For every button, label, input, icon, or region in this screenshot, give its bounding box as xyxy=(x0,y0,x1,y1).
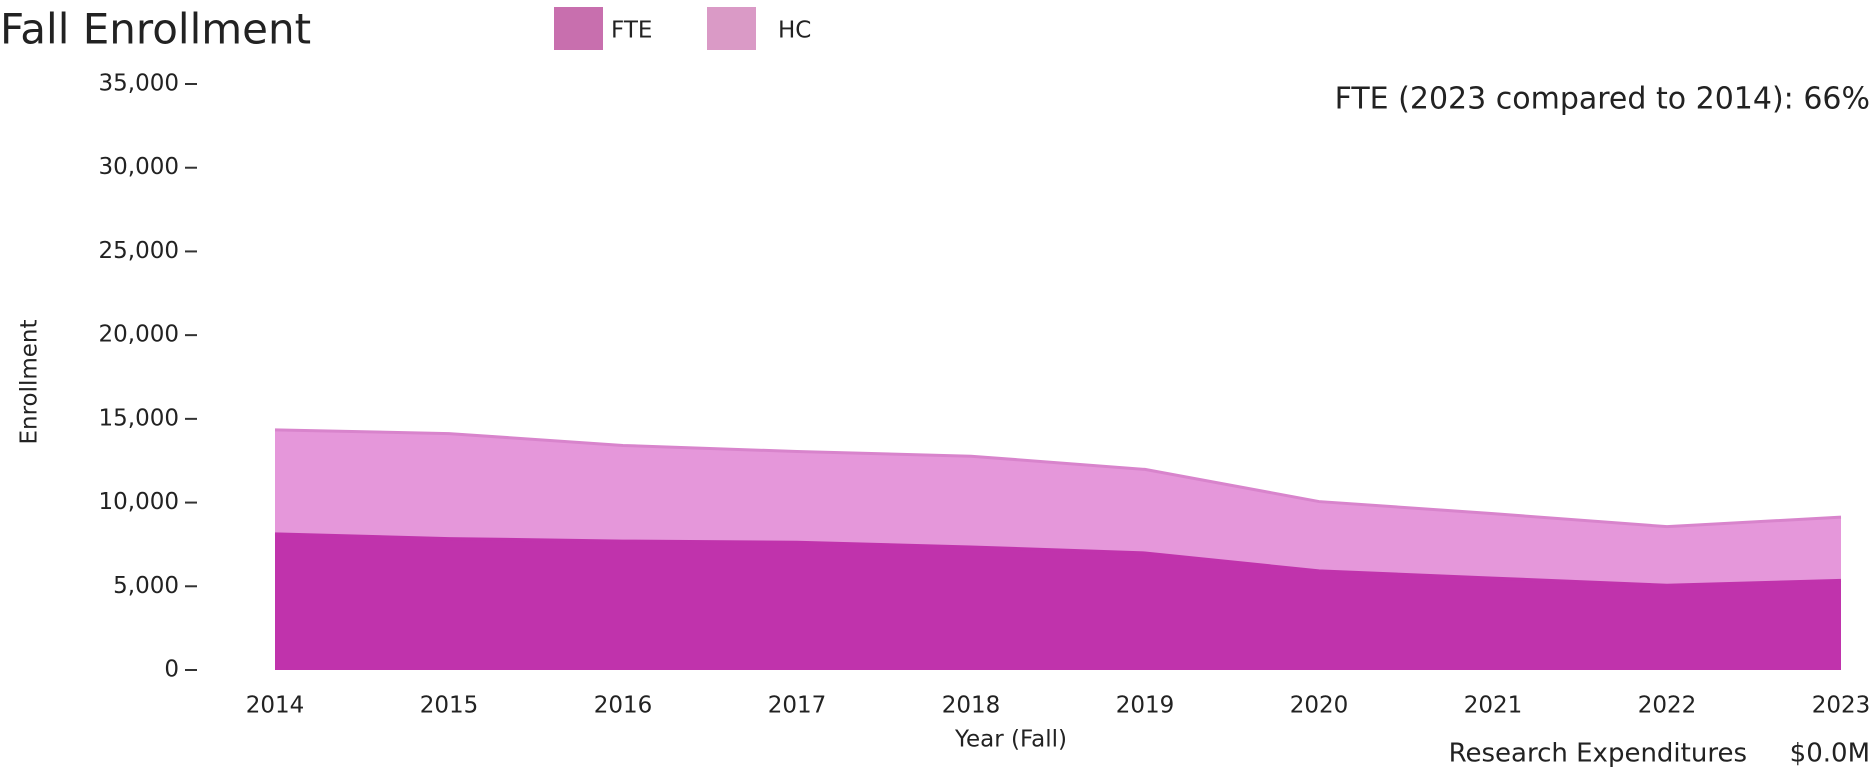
x-tick-label: 2022 xyxy=(1638,693,1697,719)
area xyxy=(275,533,1841,670)
x-tick-label: 2019 xyxy=(1116,693,1175,719)
y-tick-label: 20,000 xyxy=(99,322,179,348)
y-tick-label: 5,000 xyxy=(113,573,179,599)
footer-value: $0.0M xyxy=(1790,739,1870,769)
y-tick-label: 30,000 xyxy=(99,154,179,180)
y-tick-label: 25,000 xyxy=(99,238,179,264)
annotation: FTE (2023 compared to 2014): 66% xyxy=(1335,82,1870,117)
x-tick-label: 2018 xyxy=(942,693,1001,719)
x-tick-label: 2015 xyxy=(420,693,479,719)
chart-title: Fall Enrollment xyxy=(0,5,311,54)
x-axis-label: Year (Fall) xyxy=(954,727,1067,753)
legend-label: FTE xyxy=(611,18,652,44)
y-tick-label: 0 xyxy=(164,657,179,683)
legend-swatch xyxy=(554,7,603,50)
legend-label: HC xyxy=(778,18,811,44)
x-tick-label: 2016 xyxy=(594,693,653,719)
x-tick-label: 2017 xyxy=(768,693,827,719)
legend-swatch xyxy=(707,7,756,50)
area-line xyxy=(274,532,1842,587)
x-tick-label: 2014 xyxy=(246,693,305,719)
footer-label: Research Expenditures xyxy=(1449,739,1747,769)
x-tick-label: 2023 xyxy=(1812,693,1871,719)
y-axis-label: Enrollment xyxy=(17,319,43,444)
y-tick-label: 10,000 xyxy=(99,489,179,515)
y-tick-label: 15,000 xyxy=(99,405,179,431)
y-tick-label: 35,000 xyxy=(99,71,179,97)
x-tick-label: 2020 xyxy=(1290,693,1349,719)
area-line xyxy=(274,428,1842,529)
x-tick-label: 2021 xyxy=(1464,693,1523,719)
